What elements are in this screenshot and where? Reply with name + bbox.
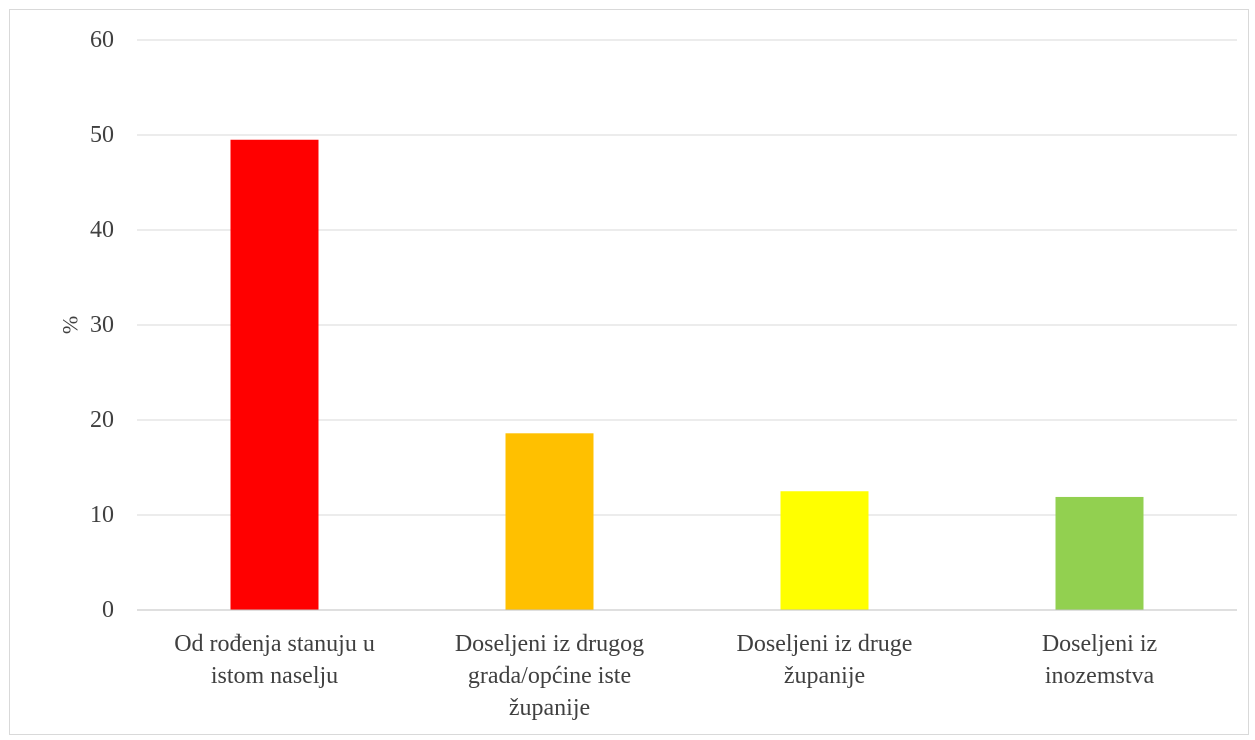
bars: [230, 139, 1144, 610]
y-tick-label: 30: [90, 312, 114, 338]
x-category-label: Od rođenja stanuju u istom naselju: [174, 631, 375, 689]
x-category-label: Doseljeni iz druge županije: [737, 631, 913, 689]
y-tick-label: 60: [90, 27, 114, 53]
y-tick-label: 50: [90, 122, 114, 148]
bar: [1055, 496, 1144, 610]
gridlines: [137, 39, 1237, 516]
y-axis-ticks: 0 10 20 30 40 50 60: [90, 27, 114, 623]
x-axis-category-labels: Od rođenja stanuju u istom naselju Doselje…: [174, 631, 1157, 721]
x-category-label: Doseljeni iz drugog grada/općine iste župa…: [455, 631, 644, 721]
y-tick-label: 40: [90, 217, 114, 243]
bar: [230, 139, 319, 610]
y-tick-label: 0: [102, 597, 114, 623]
chart-frame: [9, 9, 1249, 735]
x-category-label: Doseljeni iz inozemstva: [1042, 631, 1157, 689]
bar: [780, 491, 869, 610]
bar: [505, 433, 594, 610]
y-tick-label: 20: [90, 407, 114, 433]
y-tick-label: 10: [90, 502, 114, 528]
y-axis-title: %: [58, 316, 83, 334]
